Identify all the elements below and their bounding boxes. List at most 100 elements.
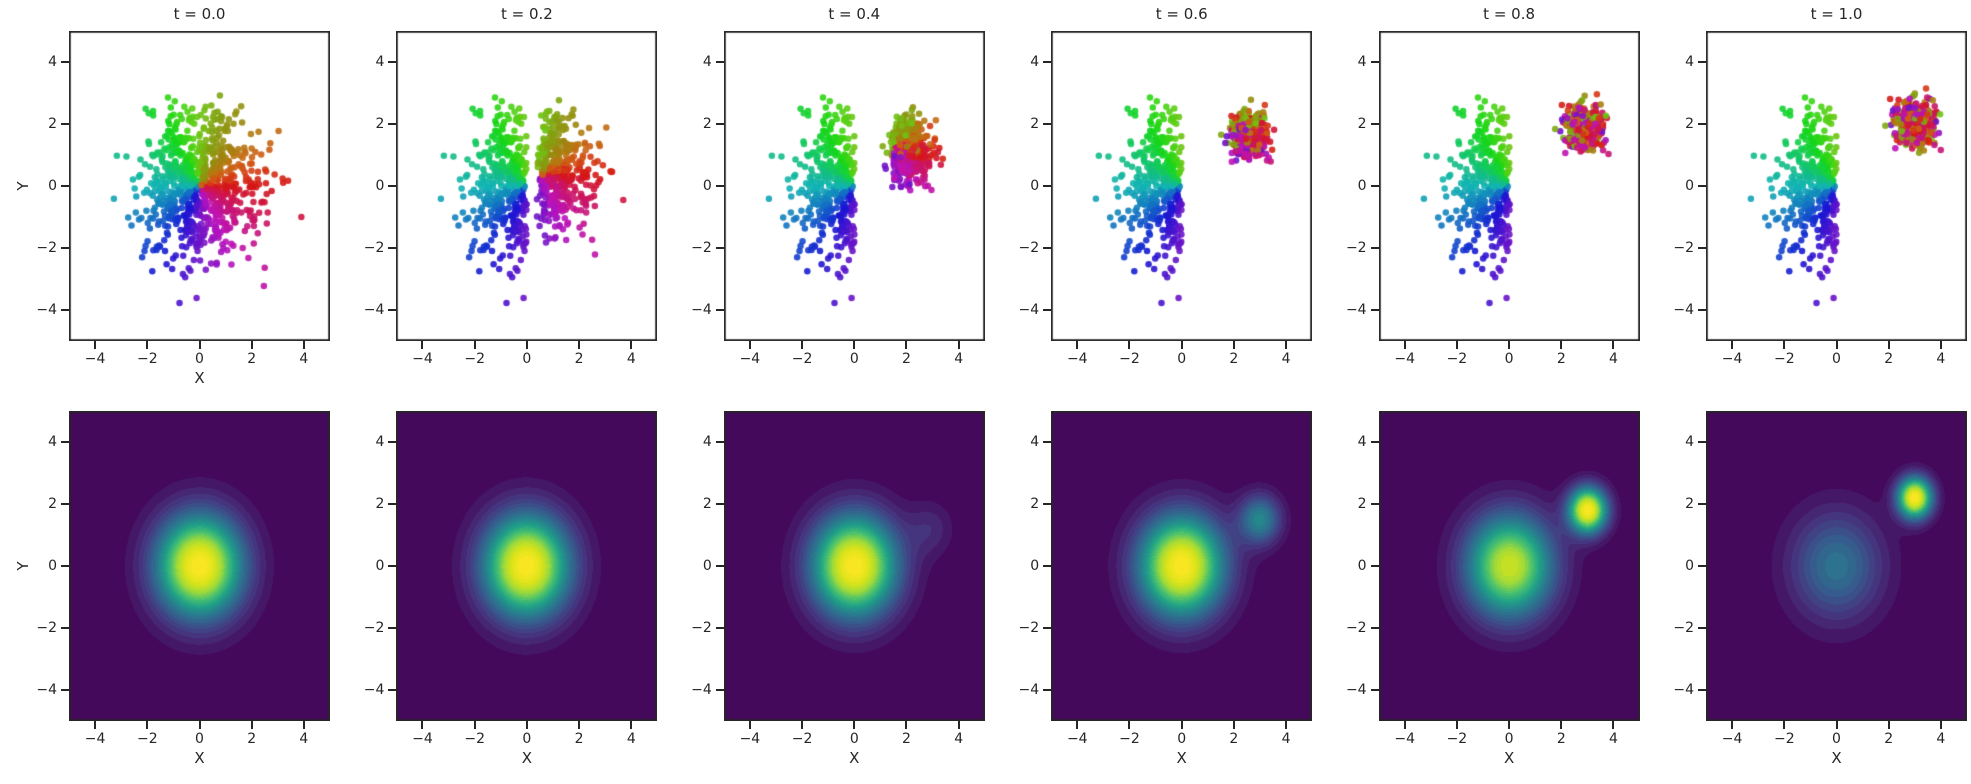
- x-axis-label: X: [521, 749, 533, 767]
- x-tick-label: −2: [136, 351, 158, 367]
- x-tick-label: −2: [791, 351, 813, 367]
- y-tick-mark: [61, 61, 69, 63]
- y-tick-label: −4: [36, 682, 57, 698]
- x-tick-label: −4: [412, 731, 433, 747]
- x-tick-label: 2: [574, 731, 584, 747]
- x-tick-label: 4: [299, 351, 309, 367]
- x-tick-label: 4: [1281, 351, 1291, 367]
- panel-title: t = 0.8: [1483, 5, 1536, 23]
- y-tick-mark: [1698, 123, 1706, 125]
- x-tick-mark: [1783, 341, 1786, 349]
- y-tick-mark: [1043, 503, 1052, 505]
- y-tick-label: 2: [1030, 116, 1040, 132]
- x-tick-label: 0: [1177, 731, 1187, 747]
- x-tick-label: 0: [195, 731, 204, 747]
- x-tick-label: 4: [954, 351, 964, 367]
- y-tick-mark: [1370, 627, 1379, 629]
- x-tick-mark: [421, 721, 424, 729]
- x-tick-label: −4: [1394, 731, 1415, 747]
- x-tick-mark: [905, 721, 908, 729]
- y-tick-label: 0: [1685, 178, 1694, 194]
- density-heatmap: [723, 411, 985, 721]
- density-panel-0: Y X −4 −4 −2 −2 0 0 2 2 4 4: [14, 411, 330, 767]
- y-tick-label: −4: [1673, 682, 1694, 698]
- y-tick-mark: [715, 627, 724, 629]
- x-tick-label: 2: [247, 731, 257, 747]
- y-tick-label: 2: [375, 496, 385, 512]
- y-tick-label: −2: [1673, 620, 1694, 636]
- y-tick-label: 0: [48, 558, 57, 574]
- x-tick-label: 2: [1556, 351, 1566, 367]
- density-panel-1: X −4 −4 −2 −2 0 0 2 2 4 4: [364, 411, 658, 767]
- x-tick-label: 0: [849, 731, 859, 747]
- x-tick-mark: [198, 721, 201, 729]
- x-tick-mark: [146, 341, 149, 349]
- y-tick-label: −4: [363, 302, 385, 318]
- y-tick-label: 0: [48, 178, 57, 194]
- y-tick-label: 2: [702, 496, 712, 512]
- density-heatmap: [1051, 411, 1313, 721]
- y-tick-label: −2: [36, 240, 57, 256]
- y-tick-mark: [61, 627, 69, 629]
- y-tick-label: 2: [1685, 496, 1694, 512]
- x-tick-label: 4: [1609, 731, 1618, 747]
- x-tick-label: −4: [1066, 731, 1088, 747]
- y-tick-mark: [715, 309, 724, 311]
- y-tick-mark: [715, 247, 724, 249]
- x-tick-label: 0: [1504, 731, 1514, 747]
- x-axis-label: X: [1176, 749, 1187, 767]
- y-tick-mark: [61, 123, 69, 125]
- x-tick-mark: [302, 341, 305, 349]
- scatter-panel-5: t = 1.0 −4 −4 −2 −2 0 0 2 2 4 4: [1673, 5, 1967, 367]
- y-tick-mark: [61, 689, 69, 691]
- x-tick-mark: [1560, 721, 1563, 729]
- x-tick-label: 2: [1884, 731, 1894, 747]
- y-tick-mark: [1370, 689, 1379, 691]
- x-tick-mark: [1232, 341, 1235, 349]
- x-tick-label: 4: [1936, 351, 1946, 367]
- y-tick-label: −2: [691, 240, 712, 256]
- scatter-plot: [396, 31, 658, 341]
- x-tick-label: 2: [902, 351, 911, 367]
- y-tick-label: −4: [1673, 302, 1694, 318]
- y-tick-label: 0: [702, 558, 712, 574]
- y-tick-label: 0: [375, 558, 385, 574]
- x-tick-label: 2: [1884, 351, 1894, 367]
- panel-title: t = 0.6: [1155, 5, 1208, 23]
- x-tick-mark: [1180, 721, 1183, 729]
- x-tick-label: −4: [412, 351, 433, 367]
- y-tick-label: 2: [1357, 496, 1367, 512]
- x-axis-label: X: [1503, 749, 1515, 767]
- x-tick-mark: [1783, 721, 1786, 729]
- y-tick-mark: [715, 441, 724, 443]
- y-tick-label: 2: [1030, 496, 1040, 512]
- y-tick-label: 0: [1357, 178, 1367, 194]
- x-tick-label: 2: [902, 731, 911, 747]
- y-tick-mark: [1698, 441, 1706, 443]
- x-axis-label: X: [194, 369, 205, 387]
- x-tick-label: −4: [1721, 731, 1743, 747]
- y-tick-label: −4: [36, 302, 57, 318]
- y-tick-label: 2: [1685, 116, 1694, 132]
- x-tick-label: 0: [1832, 351, 1841, 367]
- y-tick-label: 4: [702, 54, 712, 70]
- x-tick-mark: [853, 721, 856, 729]
- x-tick-label: −2: [1773, 731, 1795, 747]
- y-tick-label: 4: [1685, 54, 1694, 70]
- scatter-panel-1: t = 0.2 −4 −4 −2 −2 0 0 2 2 4 4: [364, 5, 658, 367]
- y-tick-mark: [1370, 61, 1379, 63]
- y-tick-label: −4: [691, 682, 712, 698]
- scatter-plot: [69, 31, 330, 341]
- x-tick-mark: [748, 721, 751, 729]
- x-tick-mark: [525, 721, 528, 729]
- y-tick-label: 4: [1357, 54, 1367, 70]
- y-tick-mark: [1043, 185, 1052, 187]
- y-tick-mark: [715, 123, 724, 125]
- density-panel-2: X −4 −4 −2 −2 0 0 2 2 4 4: [691, 411, 985, 767]
- y-tick-label: −2: [1673, 240, 1694, 256]
- x-tick-mark: [198, 341, 201, 349]
- y-tick-mark: [61, 185, 69, 187]
- y-tick-label: −2: [363, 240, 385, 256]
- density-heatmap: [396, 411, 658, 721]
- x-tick-mark: [1731, 341, 1734, 349]
